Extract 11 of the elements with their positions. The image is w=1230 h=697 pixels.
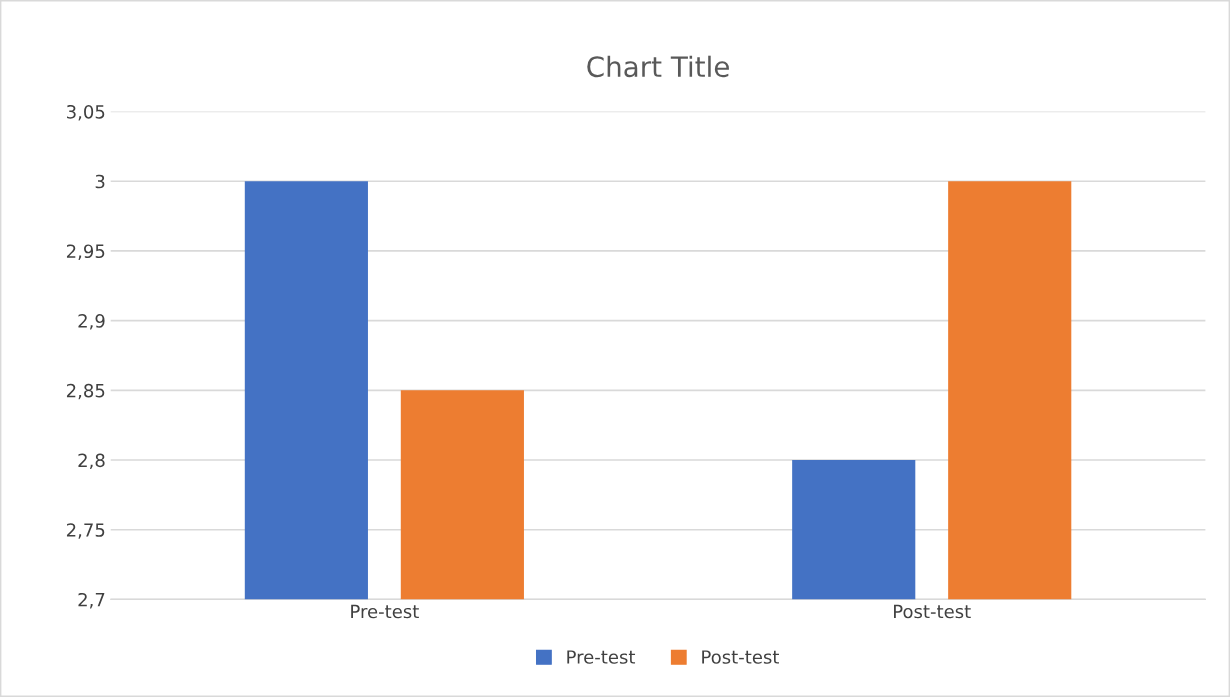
- y-tick-label: 3: [95, 174, 105, 189]
- y-tick-label: 3,05: [67, 104, 105, 121]
- legend-label: Post-test: [702, 650, 779, 664]
- y-tick-label: 2,7: [78, 592, 105, 609]
- y-tick-label: 2,95: [66, 244, 105, 260]
- y-tick-label: 2,9: [78, 314, 105, 330]
- legend-label: Pre-test: [567, 650, 636, 664]
- chart-title: Chart Title: [587, 55, 729, 78]
- y-tick-label: 2,85: [66, 383, 105, 400]
- y-tick-label: 2,8: [78, 453, 105, 469]
- y-tick-label: 2,75: [66, 523, 105, 539]
